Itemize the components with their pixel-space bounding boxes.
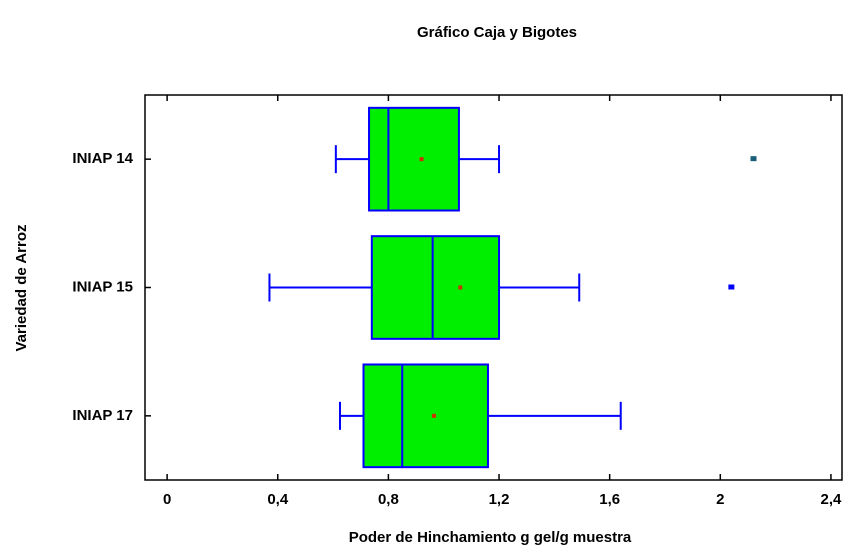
x-tick-label: 2,4 xyxy=(821,491,843,508)
y-axis-label: Variedad de Arroz xyxy=(13,225,30,352)
mean-marker xyxy=(419,157,424,162)
x-axis-label: Poder de Hinchamiento g gel/g muestra xyxy=(349,529,632,546)
chart-title: Gráfico Caja y Bigotes xyxy=(417,24,577,41)
box xyxy=(370,235,501,340)
x-tick-label: 1,6 xyxy=(599,491,620,508)
outlier xyxy=(750,156,757,162)
x-tick-label: 2 xyxy=(716,491,724,508)
x-tick-label: 1,2 xyxy=(489,491,510,508)
box xyxy=(368,106,460,212)
y-tick-label: INIAP 15 xyxy=(72,278,133,295)
y-tick-label: INIAP 17 xyxy=(72,407,133,424)
x-tick-label: 0 xyxy=(163,491,171,508)
y-tick-label: INIAP 14 xyxy=(72,150,133,167)
x-tick-label: 0,8 xyxy=(378,491,399,508)
x-tick-label: 0,4 xyxy=(267,491,289,508)
box xyxy=(362,363,489,469)
mean-marker xyxy=(458,285,463,290)
mean-marker xyxy=(432,413,437,418)
outlier xyxy=(728,284,735,290)
